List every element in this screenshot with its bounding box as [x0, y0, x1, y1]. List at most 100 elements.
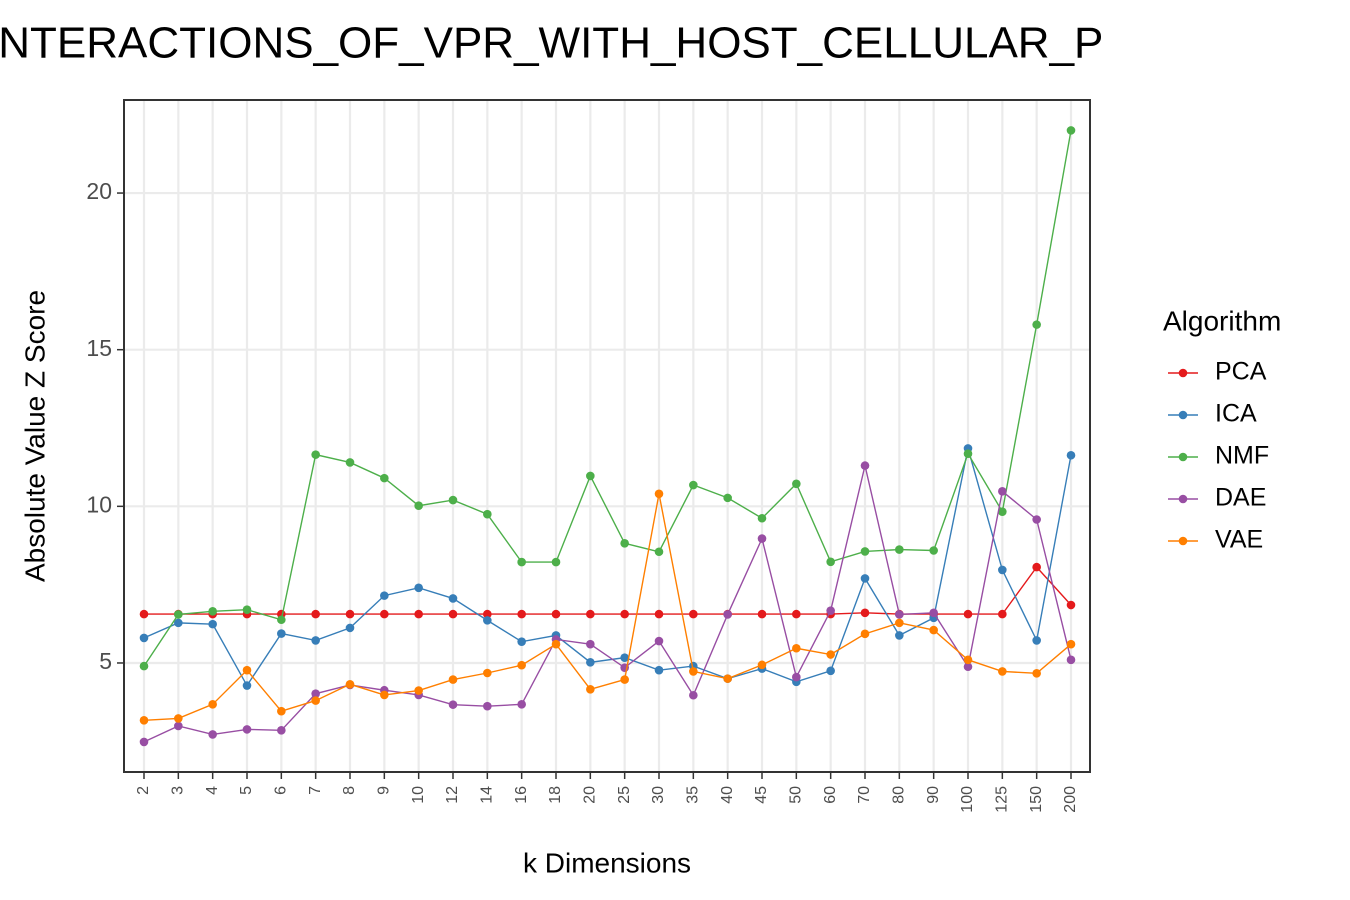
data-point	[895, 631, 904, 640]
legend-label: PCA	[1215, 358, 1267, 386]
legend-point	[1178, 494, 1188, 504]
chart-title: INTERACTIONS_OF_VPR_WITH_HOST_CELLULAR_P	[0, 19, 1103, 68]
data-point	[963, 449, 973, 459]
data-point	[208, 700, 217, 709]
data-point	[586, 609, 595, 619]
data-point	[792, 609, 801, 619]
data-point	[414, 583, 423, 593]
legend-point	[1178, 368, 1188, 378]
data-point	[689, 667, 698, 676]
x-tick-label: 4	[204, 786, 221, 795]
data-point	[242, 605, 252, 615]
data-point	[654, 489, 664, 499]
data-point	[345, 623, 355, 633]
x-tick-label: 20	[582, 786, 599, 804]
panel-border	[123, 99, 1091, 773]
data-point	[448, 594, 458, 603]
data-point	[414, 686, 423, 695]
data-point	[826, 557, 835, 567]
data-point	[551, 557, 561, 567]
series-line	[143, 130, 1072, 667]
data-point	[139, 609, 149, 619]
x-tick-label: 18	[547, 786, 564, 804]
data-point	[380, 690, 389, 700]
data-point	[517, 609, 526, 619]
x-tick-label: 3	[170, 786, 187, 795]
data-point	[723, 610, 732, 619]
data-point	[792, 672, 801, 682]
x-tick-label: 30	[650, 786, 667, 804]
x-tick-label: 70	[856, 786, 873, 804]
x-tick-label: 9	[376, 786, 393, 795]
data-point	[654, 665, 664, 675]
data-point	[174, 721, 183, 731]
data-point	[860, 629, 870, 639]
data-point	[345, 458, 355, 467]
data-point	[448, 675, 458, 684]
data-point	[1066, 639, 1076, 649]
x-tick-label: 80	[891, 786, 908, 804]
data-point	[242, 681, 252, 690]
x-tick-label: 8	[341, 786, 358, 795]
data-point	[860, 574, 870, 583]
data-point	[757, 513, 767, 523]
legend-point	[1178, 536, 1188, 546]
y-tick-label: 20	[86, 178, 112, 204]
data-point	[895, 618, 904, 628]
data-point	[689, 480, 698, 490]
data-point	[277, 629, 286, 638]
data-point	[277, 706, 286, 716]
series-line	[143, 465, 1072, 743]
data-point	[414, 501, 423, 511]
data-point	[620, 539, 629, 548]
data-point	[620, 609, 629, 619]
data-point	[311, 696, 320, 705]
data-point	[277, 615, 286, 625]
data-point	[998, 565, 1007, 575]
data-point	[242, 725, 252, 734]
data-point	[551, 639, 561, 649]
legend-point	[1178, 410, 1188, 420]
grid	[124, 100, 1090, 772]
data-point	[998, 667, 1007, 676]
data-point	[448, 609, 458, 619]
x-tick-label: 25	[616, 786, 633, 804]
x-tick-label: 50	[788, 786, 805, 804]
data-point	[483, 668, 492, 678]
data-point	[689, 609, 698, 619]
data-point	[792, 643, 801, 653]
x-tick-label: 60	[822, 786, 839, 804]
data-point	[551, 609, 561, 619]
data-point	[242, 665, 252, 675]
legend-point	[1178, 452, 1188, 462]
legend-label: DAE	[1215, 484, 1266, 512]
data-point	[723, 674, 732, 683]
x-tick-label: 7	[307, 786, 324, 795]
data-point	[586, 684, 595, 694]
data-point	[174, 618, 183, 628]
data-point	[654, 609, 664, 619]
x-tick-label: 125	[994, 786, 1011, 813]
data-point	[139, 737, 149, 747]
y-tick-label: 10	[86, 491, 112, 517]
data-point	[483, 616, 492, 625]
data-point	[345, 679, 355, 689]
data-point	[757, 660, 767, 670]
data-point	[998, 507, 1007, 516]
data-point	[963, 609, 973, 619]
data-point	[345, 609, 355, 619]
data-point	[1032, 636, 1041, 645]
data-point	[860, 461, 870, 470]
data-point	[757, 534, 767, 543]
data-point	[517, 557, 526, 567]
data-point	[414, 609, 423, 619]
y-tick-label: 15	[86, 335, 112, 361]
data-point	[448, 495, 458, 505]
series-line	[144, 566, 1072, 615]
x-tick-label: 35	[685, 786, 702, 804]
x-tick-label: 150	[1028, 786, 1045, 813]
x-tick-label: 200	[1062, 786, 1079, 813]
data-point	[963, 655, 973, 665]
